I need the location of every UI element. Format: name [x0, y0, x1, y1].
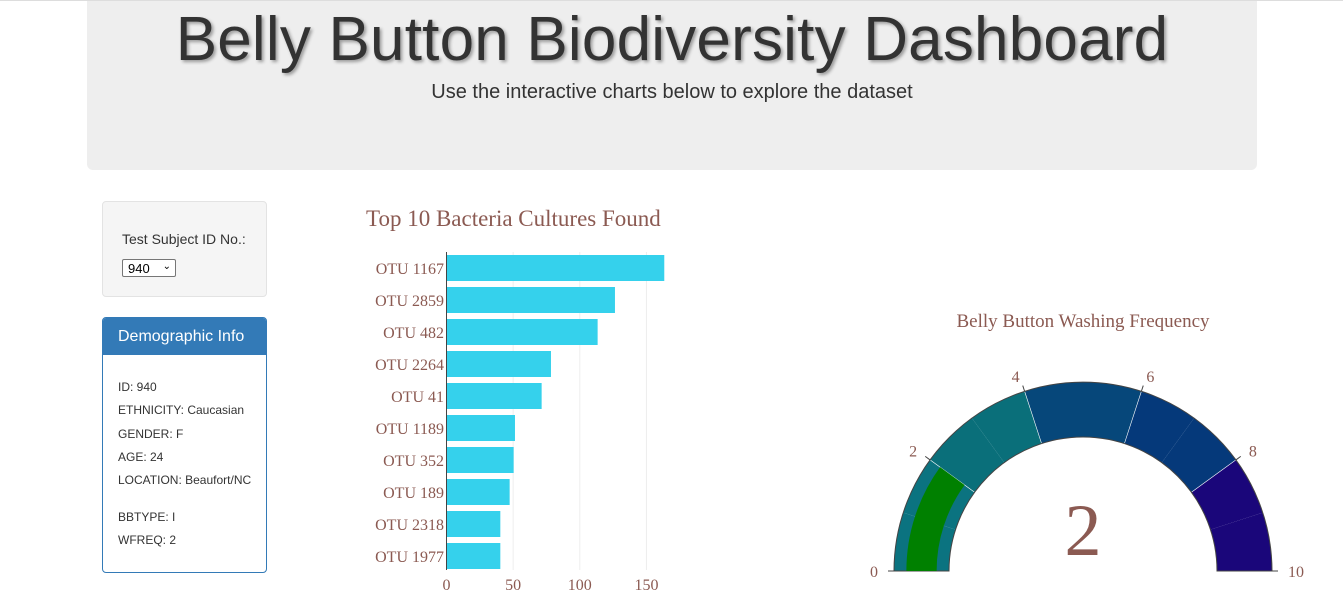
y-tick-label: OTU 2859 — [375, 293, 444, 310]
bar[interactable] — [447, 447, 514, 473]
gauge-value-bar — [906, 467, 965, 571]
demo-ethnicity: ETHNICITY: Caucasian — [118, 403, 245, 417]
demo-id: ID: 940 — [118, 380, 157, 394]
bar[interactable] — [447, 255, 665, 281]
gauge-chart: Belly Button Washing Frequency 0 2 4 6 8 10 2 — [870, 311, 1304, 581]
subject-selector-panel: Test Subject ID No.: 940 ⌄ — [102, 201, 267, 297]
x-tick-label: 100 — [568, 577, 592, 594]
gauge-step — [1191, 459, 1263, 530]
gauge-step — [1124, 391, 1195, 463]
gauge-tick — [1140, 385, 1144, 392]
y-tick-label: OTU 1167 — [376, 261, 444, 278]
bar[interactable] — [447, 511, 501, 537]
demo-location: LOCATION: Beaufort/NC — [118, 473, 252, 487]
gauge-step-divider — [929, 459, 975, 493]
gauge-value: 2 — [1065, 490, 1102, 572]
y-tick-label: OTU 2264 — [375, 357, 444, 374]
x-tick-label: 150 — [634, 577, 658, 594]
gauge-step — [930, 418, 1005, 493]
gauge-step — [1161, 418, 1236, 493]
gauge-tick — [1235, 455, 1242, 461]
chevron-down-icon: ⌄ — [162, 261, 171, 272]
bar[interactable] — [447, 383, 542, 409]
gauge-tick-label: 6 — [1146, 369, 1154, 386]
top-border — [0, 0, 1343, 1]
subject-id-label: Test Subject ID No.: — [122, 231, 246, 247]
gauge-tick — [924, 455, 931, 461]
gauge-tick — [1022, 385, 1026, 392]
demo-gender: GENDER: F — [118, 427, 184, 441]
subject-id-value: 940 — [128, 261, 150, 276]
gauge-tick-label: 4 — [1012, 369, 1020, 386]
demographic-info-header: Demographic Info — [103, 318, 266, 355]
gauge-step-divider — [1024, 391, 1042, 444]
demo-wfreq: WFREQ: 2 — [118, 533, 177, 547]
demographic-info-title: Demographic Info — [118, 328, 245, 345]
gauge-tick-label: 10 — [1288, 564, 1304, 581]
gauge-step — [1083, 382, 1142, 444]
x-tick-label: 50 — [505, 577, 521, 594]
y-tick-label: OTU 189 — [383, 485, 444, 502]
gauge-step-divider — [1191, 459, 1237, 493]
demo-bbtype: BBTYPE: I — [118, 510, 176, 524]
subject-id-dropdown[interactable]: 940 ⌄ — [122, 259, 176, 277]
bar[interactable] — [447, 543, 501, 569]
gauge-step-divider — [1124, 391, 1142, 444]
y-tick-label: OTU 41 — [391, 389, 444, 406]
bar[interactable] — [447, 415, 515, 441]
y-tick-label: OTU 1189 — [376, 421, 444, 438]
y-tick-label: OTU 2318 — [375, 517, 444, 534]
gauge-tick-label: 2 — [909, 444, 917, 461]
header-banner: Belly Button Biodiversity Dashboard Use … — [87, 1, 1257, 170]
gauge-step — [971, 391, 1042, 463]
gauge-outline — [893, 381, 1273, 572]
demo-age: AGE: 24 — [118, 450, 164, 464]
bar[interactable] — [447, 351, 551, 377]
y-tick-label: OTU 1977 — [375, 549, 444, 566]
x-tick-label: 0 — [443, 577, 451, 594]
bar-chart-title: Top 10 Bacteria Cultures Found — [366, 206, 661, 231]
page-subtitle: Use the interactive charts below to expl… — [431, 81, 913, 103]
bar[interactable] — [447, 319, 598, 345]
gauge-step — [1210, 512, 1272, 571]
bar[interactable] — [447, 287, 615, 313]
bar[interactable] — [447, 479, 510, 505]
gauge-tick-label: 8 — [1249, 444, 1257, 461]
demographic-info-panel: Demographic Info ID: 940 ETHNICITY: Cauc… — [102, 317, 267, 573]
bar-chart: Top 10 Bacteria Cultures Found OTU 1167 O… — [366, 206, 665, 594]
gauge-tick-label: 0 — [870, 564, 878, 581]
gauge-title: Belly Button Washing Frequency — [956, 311, 1210, 332]
page-title: Belly Button Biodiversity Dashboard — [175, 5, 1169, 74]
y-tick-label: OTU 352 — [383, 453, 444, 470]
y-tick-label: OTU 482 — [383, 325, 444, 342]
gauge-step — [1024, 382, 1083, 444]
